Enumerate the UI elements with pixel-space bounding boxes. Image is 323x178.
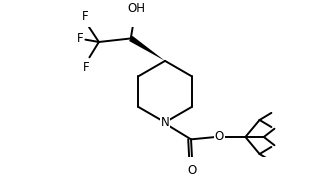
Text: F: F: [81, 10, 88, 23]
Text: F: F: [83, 61, 89, 74]
Text: F: F: [77, 32, 83, 45]
Polygon shape: [129, 36, 165, 61]
Text: O: O: [215, 130, 224, 143]
Text: N: N: [161, 116, 170, 129]
Text: OH: OH: [128, 2, 146, 15]
Text: O: O: [188, 164, 197, 177]
